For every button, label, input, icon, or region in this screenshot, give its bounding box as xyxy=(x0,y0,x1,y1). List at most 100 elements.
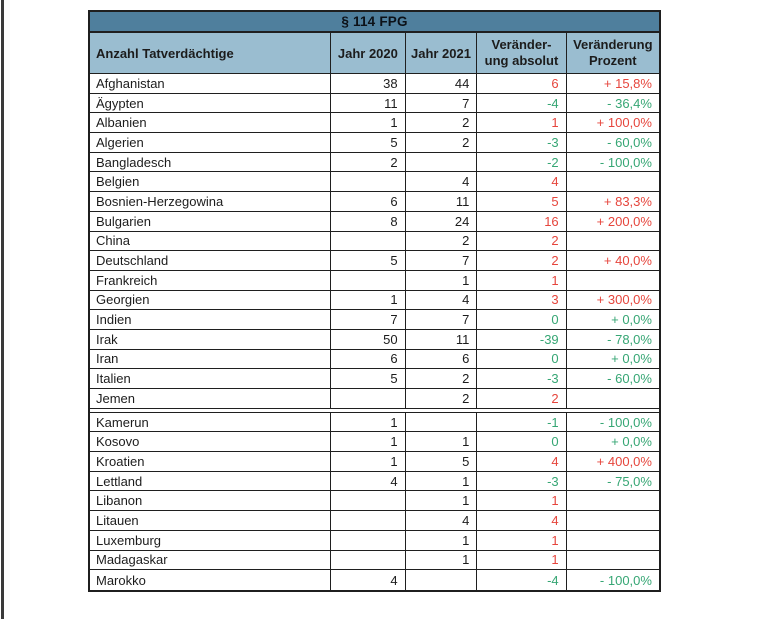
veraenderung-absolut-cell: -2 xyxy=(476,152,565,172)
table-row: Algerien 5 2 -3- 60,0% xyxy=(90,133,659,153)
jahr-2021-cell: 5 xyxy=(404,452,477,471)
column-header-veraenderung-prozent: Veränderung Prozent xyxy=(565,33,659,73)
table-body: Afghanistan 38 44 6 + 15,8% Ägypten 11 7 -4- 36,… xyxy=(90,74,659,590)
header-line: Veränderung xyxy=(573,37,653,53)
veraenderung-absolut-cell: 4 xyxy=(476,452,565,471)
table-row: Albanien 1 2 1 + 100,0% xyxy=(90,113,659,134)
jahr-2020-cell: 11 xyxy=(330,93,405,113)
table-row: Frankreich 1 1 xyxy=(90,270,659,291)
jahr-2020-cell: 5 xyxy=(330,251,405,270)
jahr-2021-cell: 7 xyxy=(404,310,477,329)
veraenderung-prozent-cell: - 78,0% xyxy=(565,329,659,349)
veraenderung-prozent-cell xyxy=(565,530,659,550)
table-title: § 114 FPG xyxy=(90,12,659,33)
jahr-2020-cell: 2 xyxy=(330,152,405,172)
jahr-2020-cell xyxy=(330,530,405,550)
country-cell: Albanien xyxy=(96,115,147,131)
table-row: Madagaskar 1 1 xyxy=(90,550,659,571)
jahr-2021-cell: 1 xyxy=(404,550,477,570)
veraenderung-prozent-cell xyxy=(565,270,659,290)
jahr-2021-cell: 4 xyxy=(404,290,477,310)
veraenderung-prozent-cell: - 60,0% xyxy=(565,369,659,388)
country-cell: Luxemburg xyxy=(96,532,162,548)
country-cell: Ägypten xyxy=(96,95,144,111)
veraenderung-absolut-cell: -39 xyxy=(476,329,565,349)
jahr-2020-cell: 1 xyxy=(330,412,405,432)
veraenderung-prozent-cell: - 100,0% xyxy=(565,152,659,172)
jahr-2020-cell: 8 xyxy=(330,211,405,231)
header-line: Prozent xyxy=(588,53,637,68)
veraenderung-absolut-cell: 4 xyxy=(476,511,565,530)
jahr-2021-cell xyxy=(404,152,477,172)
veraenderung-prozent-cell: + 40,0% xyxy=(565,251,659,270)
jahr-2020-cell: 38 xyxy=(330,74,405,93)
veraenderung-prozent-cell xyxy=(565,511,659,530)
jahr-2020-cell: 4 xyxy=(330,471,405,491)
veraenderung-prozent-cell xyxy=(565,172,659,192)
jahr-2020-cell: 4 xyxy=(330,570,405,590)
veraenderung-prozent-cell: + 15,8% xyxy=(565,74,659,93)
jahr-2020-cell xyxy=(330,389,405,408)
veraenderung-absolut-cell: 1 xyxy=(476,530,565,550)
veraenderung-absolut-cell: 2 xyxy=(476,251,565,270)
jahr-2021-cell: 2 xyxy=(404,113,477,133)
table-row: Luxemburg 1 1 xyxy=(90,530,659,551)
table-header-row: Anzahl Tatverdächtige Jahr 2020 Jahr 202… xyxy=(90,33,659,74)
country-cell: China xyxy=(96,233,130,249)
country-cell: Kroatien xyxy=(96,453,145,469)
veraenderung-absolut-cell: -4 xyxy=(476,570,565,590)
table-row: Afghanistan 38 44 6 + 15,8% xyxy=(90,74,659,94)
country-cell: Bulgarien xyxy=(96,213,151,229)
jahr-2021-cell: 24 xyxy=(404,211,477,231)
table-row: Irak 50 11 -39- 78,0% xyxy=(90,329,659,350)
jahr-2021-cell: 2 xyxy=(404,389,477,408)
veraenderung-prozent-cell: + 200,0% xyxy=(565,211,659,231)
jahr-2020-cell: 6 xyxy=(330,192,405,211)
veraenderung-absolut-cell: 1 xyxy=(476,491,565,511)
jahr-2021-cell: 1 xyxy=(404,270,477,290)
country-cell: Kosovo xyxy=(96,434,140,450)
veraenderung-absolut-cell: 2 xyxy=(476,231,565,251)
country-cell: Indien xyxy=(96,312,132,328)
country-cell: Frankreich xyxy=(96,272,158,288)
veraenderung-absolut-cell: -3 xyxy=(476,133,565,152)
veraenderung-absolut-cell: -3 xyxy=(476,471,565,491)
jahr-2020-cell: 1 xyxy=(330,290,405,310)
jahr-2020-cell: 7 xyxy=(330,310,405,329)
jahr-2020-cell: 6 xyxy=(330,349,405,369)
veraenderung-absolut-cell: 1 xyxy=(476,113,565,133)
jahr-2021-cell: 1 xyxy=(404,471,477,491)
jahr-2020-cell: 50 xyxy=(330,329,405,349)
jahr-2020-cell xyxy=(330,270,405,290)
veraenderung-prozent-cell: + 100,0% xyxy=(565,113,659,133)
table-row: Bulgarien 8 24 16 + 200,0% xyxy=(90,211,659,232)
veraenderung-absolut-cell: 0 xyxy=(476,432,565,452)
jahr-2021-cell: 1 xyxy=(404,491,477,511)
jahr-2021-cell: 7 xyxy=(404,251,477,270)
header-line: ung absolut xyxy=(484,53,559,68)
table-row: Litauen 4 4 xyxy=(90,511,659,531)
jahr-2021-cell xyxy=(404,412,477,432)
veraenderung-prozent-cell: + 400,0% xyxy=(565,452,659,471)
jahr-2021-cell: 1 xyxy=(404,530,477,550)
country-cell: Lettland xyxy=(96,473,143,489)
country-cell: Belgien xyxy=(96,174,140,190)
veraenderung-prozent-cell: - 100,0% xyxy=(565,412,659,432)
veraenderung-absolut-cell: 16 xyxy=(476,211,565,231)
jahr-2021-cell: 44 xyxy=(404,74,477,93)
table-row: Kamerun 1 -1- 100,0% xyxy=(90,411,659,433)
table-row: Jemen 2 2 xyxy=(90,389,659,409)
veraenderung-prozent-cell: + 300,0% xyxy=(565,290,659,310)
table-row: Bangladesch 2 -2- 100,0% xyxy=(90,152,659,173)
veraenderung-absolut-cell: 1 xyxy=(476,270,565,290)
table-row: Marokko 4 -4- 100,0% xyxy=(90,570,659,590)
jahr-2020-cell xyxy=(330,231,405,251)
table-row: Iran 6 6 0 + 0,0% xyxy=(90,349,659,370)
jahr-2021-cell: 11 xyxy=(404,329,477,349)
table-row: Lettland 4 1 -3- 75,0% xyxy=(90,471,659,492)
country-cell: Bangladesch xyxy=(96,154,172,170)
table-row: Kroatien 1 5 4 + 400,0% xyxy=(90,452,659,472)
veraenderung-prozent-cell: - 75,0% xyxy=(565,471,659,491)
column-header-jahr-2021: Jahr 2021 xyxy=(404,33,477,73)
